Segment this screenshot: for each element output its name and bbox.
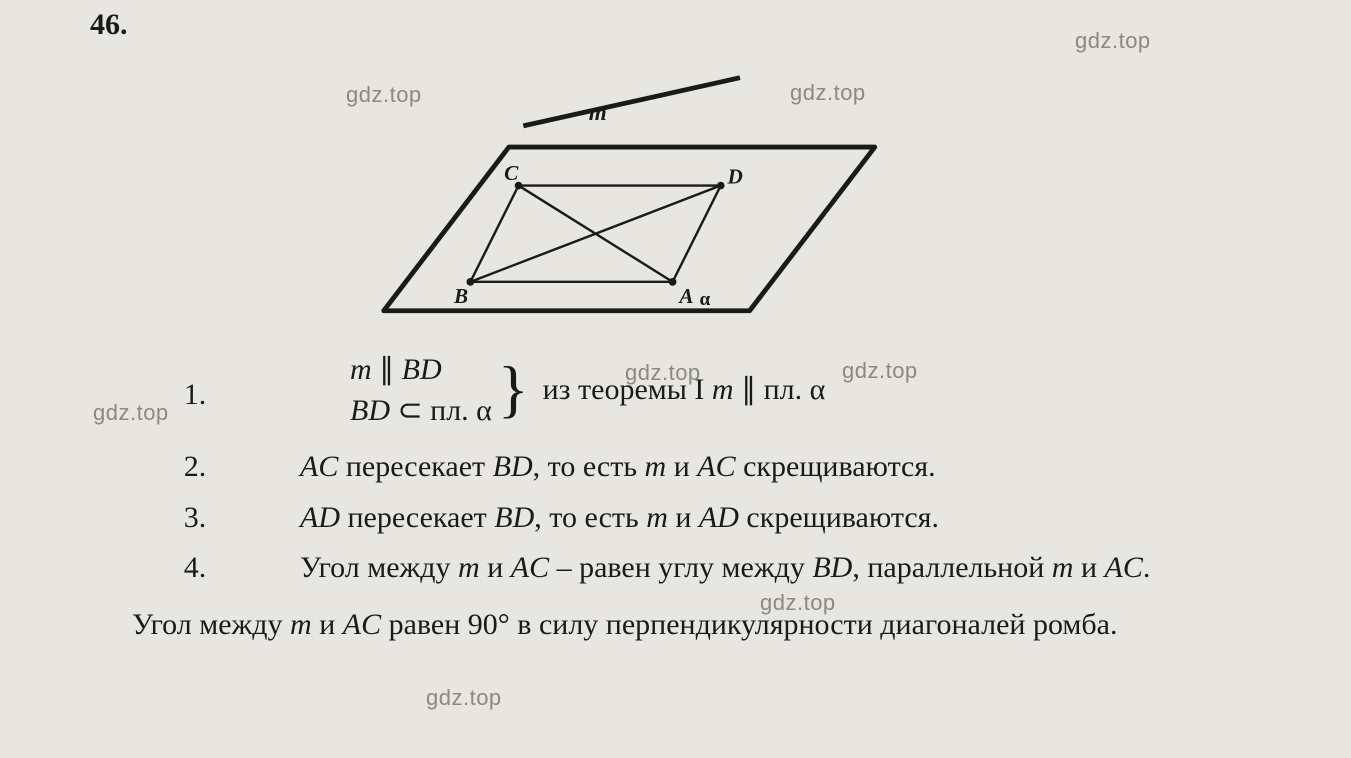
watermark-text: gdz.top [842,358,918,384]
watermark-text: gdz.top [625,360,701,386]
conclusion-m: m [712,373,734,406]
page-container: 46. m C D B A α 1. [0,0,1351,758]
solution-item-2: 2. AC пересекает BD, то есть m и AC скре… [90,444,1291,491]
math-bd-2: BD [350,394,390,427]
t3-8: скрещиваются. [739,501,939,534]
t4-1: Угол между [300,551,458,584]
t2-4: , то есть [533,450,645,483]
f-4: AC [343,608,381,641]
t2-6: и [666,450,697,483]
t4-7: , параллельной [852,551,1051,584]
figure-svg: m C D B A α [330,70,890,330]
f-3: и [312,608,343,641]
label-alpha: α [700,289,711,310]
t4-8: m [1052,551,1074,584]
math-bd: BD [402,353,442,386]
label-b: B [453,284,468,308]
watermark-text: gdz.top [790,80,866,106]
t3-5: m [646,501,668,534]
item-number: 3. [90,495,300,542]
t3-3: BD [494,501,534,534]
solution-block: 1. m ∥ BD BD ⊂ пл. α } из теоремы I m ∥ … [90,350,1291,647]
t3-2: пересекает [340,501,494,534]
problem-number: 46. [90,8,128,42]
t3-4: , то есть [534,501,646,534]
f-5: равен 90° в силу перпендикулярности диаг… [381,608,1117,641]
t3-6: и [668,501,699,534]
brace-icon: } [498,357,529,421]
t2-3: BD [493,450,533,483]
final-paragraph: Угол между m и AC равен 90° в силу перпе… [90,602,1291,647]
watermark-text: gdz.top [1075,28,1151,54]
t2-7: AC [697,450,735,483]
t2-8: скрещиваются. [736,450,936,483]
item-number: 4. [90,545,300,592]
solution-item-4: 4. Угол между m и AC – равен углу между … [90,545,1291,592]
item-1-content: m ∥ BD BD ⊂ пл. α } из теоремы I m ∥ пл.… [350,350,825,431]
geometry-figure: m C D B A α [330,70,890,330]
t2-2: пересекает [338,450,492,483]
dot-d [717,182,725,190]
t2-5: m [645,450,667,483]
watermark-text: gdz.top [426,685,502,711]
label-c: C [504,161,519,185]
label-m: m [589,99,607,125]
conclusion-text-2: ∥ пл. α [734,373,826,406]
t4-6: BD [812,551,852,584]
label-a: A [677,284,693,308]
math-parallel: ∥ [372,353,402,386]
t4-4: AC [511,551,549,584]
t4-11: . [1143,551,1151,584]
math-m: m [350,353,372,386]
math-subset: ⊂ пл. α [390,394,492,427]
solution-item-3: 3. AD пересекает BD, то есть m и AD скре… [90,495,1291,542]
f-2: m [290,608,312,641]
watermark-text: gdz.top [346,82,422,108]
t4-10: AC [1105,551,1143,584]
t2-1: AC [300,450,338,483]
watermark-text: gdz.top [760,590,836,616]
line-m [523,78,740,126]
f-1: Угол между [132,608,290,641]
t3-7: AD [699,501,739,534]
item-number: 2. [90,444,300,491]
diagonal-ca [519,186,673,282]
t4-9: и [1073,551,1104,584]
t4-3: и [480,551,511,584]
label-d: D [726,165,742,189]
watermark-text: gdz.top [93,400,169,426]
t4-5: – равен углу между [549,551,812,584]
t4-2: m [458,551,480,584]
t3-1: AD [300,501,340,534]
dot-a [669,278,677,286]
